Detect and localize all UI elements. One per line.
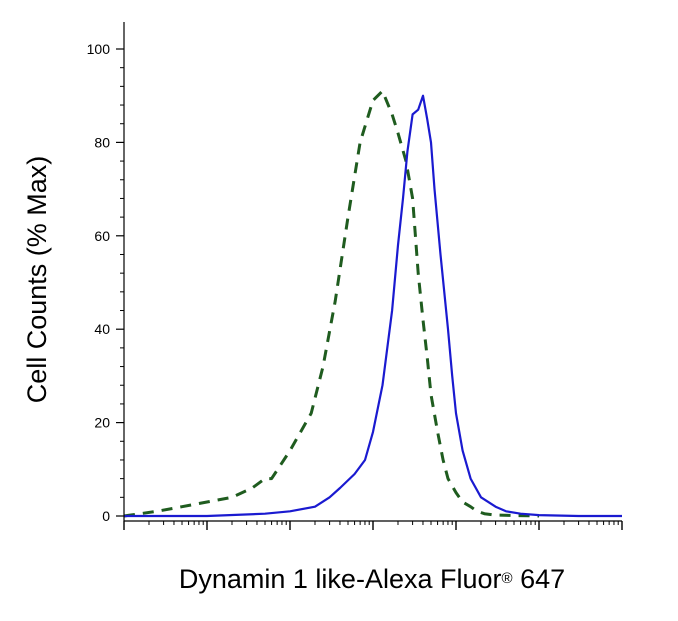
y-tick-label: 40 [94, 321, 110, 337]
y-tick-label: 80 [94, 134, 110, 150]
y-axis-ticks: 0 20 40 60 80 100 [87, 41, 124, 524]
y-axis-title: Cell Counts (% Max) [22, 156, 52, 404]
y-tick-label: 100 [87, 41, 111, 57]
y-tick-label: 0 [102, 508, 110, 524]
series-line-solid [124, 94, 622, 518]
x-axis-title-suffix: 647 [513, 564, 566, 594]
x-axis-title: Dynamin 1 like-Alexa Fluor® 647 [179, 564, 565, 594]
series-line-dashed [123, 89, 540, 518]
x-axis-ticks [123, 521, 623, 530]
series-layer [123, 89, 622, 518]
x-axis-title-main: Dynamin 1 like-Alexa Fluor [179, 564, 502, 594]
registered-mark: ® [502, 570, 513, 587]
y-tick-label: 20 [94, 415, 110, 431]
y-tick-label: 60 [94, 228, 110, 244]
